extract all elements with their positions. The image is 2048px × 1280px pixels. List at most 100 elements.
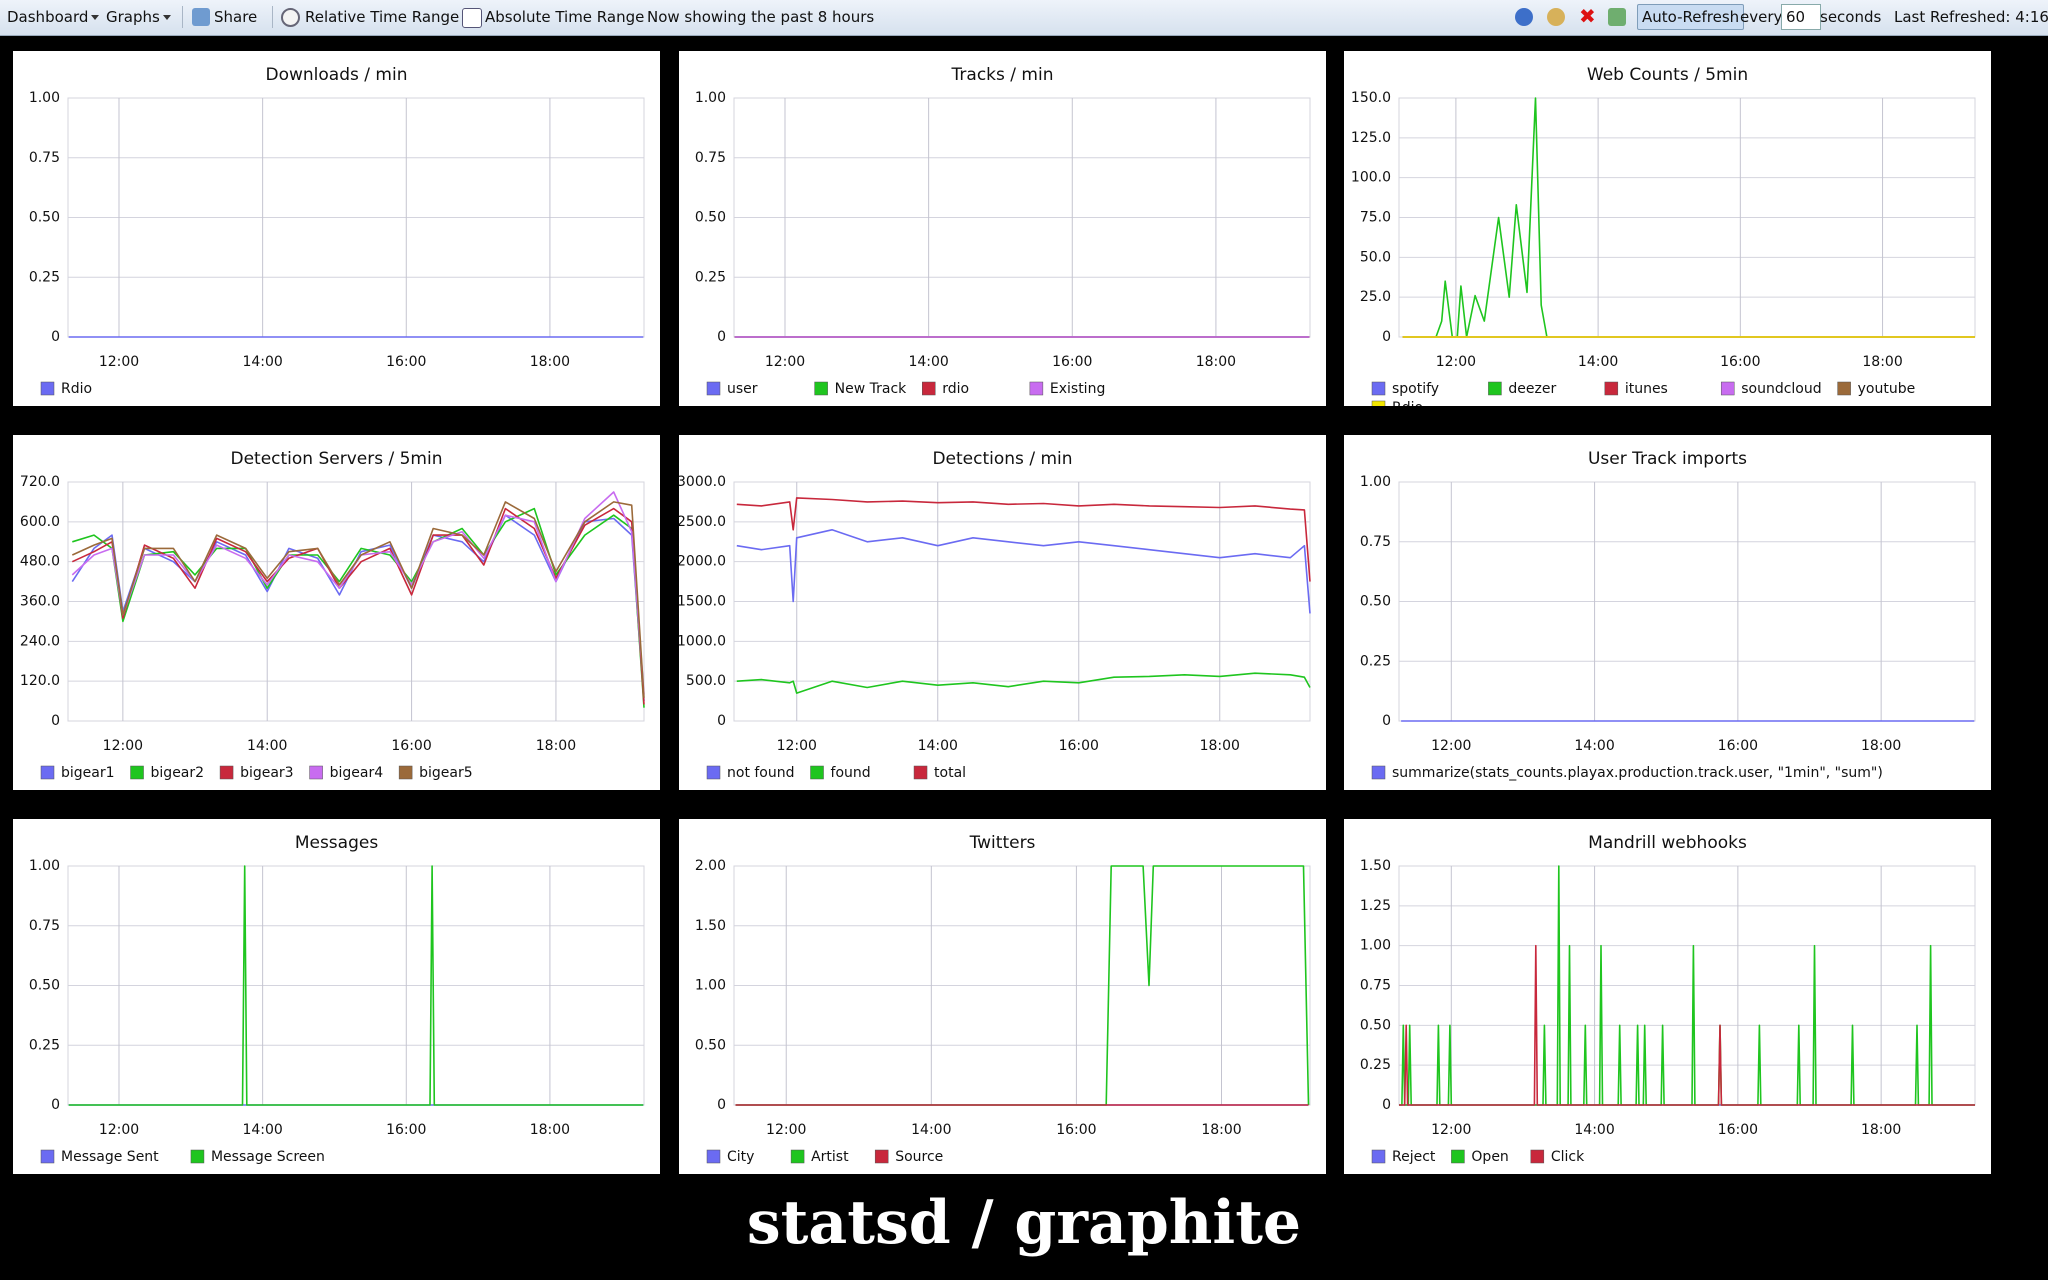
legend-label: soundcloud bbox=[1741, 381, 1821, 397]
legend-swatch bbox=[1604, 381, 1619, 396]
y-tick-label: 0.75 bbox=[1360, 978, 1391, 994]
toolbar: Dashboard Graphs Share Relative Time Ran… bbox=[0, 0, 2048, 36]
x-tick-label: 18:00 bbox=[1201, 1122, 1241, 1138]
legend-swatch bbox=[1371, 381, 1386, 396]
y-tick-label: 125.0 bbox=[1351, 130, 1391, 146]
y-tick-label: 0.50 bbox=[29, 978, 60, 994]
y-tick-label: 25.0 bbox=[1360, 289, 1391, 305]
y-tick-label: 120.0 bbox=[20, 673, 60, 689]
y-tick-label: 480.0 bbox=[20, 554, 60, 570]
legend-swatch bbox=[790, 1149, 805, 1164]
legend-swatch bbox=[130, 765, 144, 780]
legend-swatch bbox=[1837, 381, 1851, 396]
x-tick-label: 14:00 bbox=[242, 354, 282, 370]
y-tick-label: 2.00 bbox=[695, 858, 726, 874]
legend-label: Message Screen bbox=[211, 1149, 325, 1165]
chart-title: Messages bbox=[295, 833, 379, 853]
legend-label: bigear1 bbox=[61, 765, 115, 781]
legend-label: total bbox=[934, 765, 966, 781]
graphs-menu-label: Graphs bbox=[106, 8, 160, 26]
x-tick-label: 14:00 bbox=[247, 738, 287, 754]
x-tick-label: 16:00 bbox=[1718, 1122, 1758, 1138]
auto-refresh-button[interactable]: Auto-Refresh bbox=[1637, 4, 1745, 30]
legend-label: bigear2 bbox=[151, 765, 205, 781]
settings-icon[interactable] bbox=[1547, 8, 1565, 26]
x-tick-label: 14:00 bbox=[1578, 354, 1618, 370]
chart-title: Tracks / min bbox=[951, 65, 1054, 85]
refresh-interval-input[interactable]: 60 bbox=[1781, 4, 1821, 30]
separator bbox=[272, 6, 273, 28]
legend-label: itunes bbox=[1625, 381, 1668, 397]
y-tick-label: 0.25 bbox=[29, 1037, 60, 1053]
y-tick-label: 3000.0 bbox=[679, 474, 726, 490]
legend-label: Message Sent bbox=[61, 1149, 159, 1165]
clock-icon bbox=[281, 8, 300, 27]
remove-icon[interactable]: ✖ bbox=[1579, 4, 1596, 28]
y-tick-label: 1.00 bbox=[1360, 474, 1391, 490]
dashboard-menu[interactable]: Dashboard bbox=[7, 8, 100, 26]
graph-panel: User Track imports 0 0.25 0.50 0.75 1.00 12:00… bbox=[1344, 435, 1991, 790]
y-tick-label: 2000.0 bbox=[679, 554, 726, 570]
x-tick-label: 16:00 bbox=[1720, 354, 1760, 370]
series-line bbox=[71, 501, 645, 698]
legend-swatch bbox=[814, 381, 828, 396]
y-tick-label: 1.00 bbox=[29, 90, 60, 106]
y-tick-label: 0 bbox=[717, 329, 726, 345]
y-tick-label: 1000.0 bbox=[679, 633, 726, 649]
y-tick-label: 0 bbox=[1382, 1097, 1391, 1113]
legend-swatch bbox=[190, 1149, 205, 1164]
x-tick-label: 18:00 bbox=[1861, 738, 1901, 754]
legend-label: Reject bbox=[1392, 1149, 1436, 1165]
y-tick-label: 1500.0 bbox=[679, 594, 726, 610]
legend-label: Artist bbox=[811, 1149, 849, 1165]
y-tick-label: 0.50 bbox=[695, 1037, 726, 1053]
x-tick-label: 18:00 bbox=[1196, 354, 1236, 370]
info-icon[interactable] bbox=[1515, 8, 1533, 26]
share-button[interactable]: Share bbox=[214, 8, 258, 26]
y-tick-label: 0.25 bbox=[1360, 653, 1391, 669]
y-tick-label: 1.00 bbox=[29, 858, 60, 874]
x-tick-label: 12:00 bbox=[1431, 738, 1471, 754]
y-tick-label: 0 bbox=[717, 713, 726, 729]
y-tick-label: 0.25 bbox=[29, 269, 60, 285]
legend-swatch bbox=[40, 381, 55, 396]
legend-swatch bbox=[309, 765, 323, 780]
x-tick-label: 18:00 bbox=[530, 1122, 570, 1138]
graph-panel: Mandrill webhooks 0 0.25 0.50 0.75 1.00 1.25 1.… bbox=[1344, 819, 1991, 1174]
x-tick-label: 12:00 bbox=[765, 354, 805, 370]
every-label: every bbox=[1740, 8, 1783, 26]
y-tick-label: 0.75 bbox=[1360, 534, 1391, 550]
x-tick-label: 12:00 bbox=[1436, 354, 1476, 370]
x-tick-label: 18:00 bbox=[1862, 354, 1902, 370]
absolute-time-range-button[interactable]: Absolute Time Range bbox=[485, 8, 645, 26]
series-line bbox=[71, 491, 645, 695]
legend-swatch bbox=[1451, 1149, 1465, 1164]
graph-panel: Tracks / min 0 0.25 0.50 0.75 1.00 12:00 14:00 1… bbox=[679, 51, 1326, 406]
x-tick-label: 16:00 bbox=[1059, 738, 1099, 754]
series-line bbox=[1399, 944, 1975, 1106]
legend-label: found bbox=[831, 765, 871, 781]
chart-title: Mandrill webhooks bbox=[1588, 833, 1747, 853]
y-tick-label: 0 bbox=[51, 713, 60, 729]
graph-panel: Downloads / min 0 0.25 0.50 0.75 1.00 12:00 14:… bbox=[13, 51, 660, 406]
y-tick-label: 0.75 bbox=[29, 918, 60, 934]
y-tick-label: 1.00 bbox=[695, 90, 726, 106]
x-tick-label: 18:00 bbox=[1861, 1122, 1901, 1138]
legend-swatch bbox=[922, 381, 936, 396]
graphs-menu[interactable]: Graphs bbox=[106, 8, 171, 26]
refresh-icon[interactable] bbox=[1608, 8, 1626, 26]
legend-label: spotify bbox=[1392, 381, 1439, 397]
relative-time-range-button[interactable]: Relative Time Range bbox=[305, 8, 460, 26]
y-tick-label: 50.0 bbox=[1360, 249, 1391, 265]
x-tick-label: 16:00 bbox=[386, 1122, 426, 1138]
legend-swatch bbox=[1029, 381, 1044, 396]
x-tick-label: 12:00 bbox=[99, 1122, 139, 1138]
y-tick-label: 100.0 bbox=[1351, 170, 1391, 186]
legend-label: Rdio bbox=[1392, 400, 1423, 406]
chart-title: User Track imports bbox=[1588, 449, 1747, 469]
y-tick-label: 500.0 bbox=[686, 673, 726, 689]
legend-label: Click bbox=[1551, 1149, 1585, 1165]
chart-title: Detections / min bbox=[932, 449, 1072, 469]
legend-label: Source bbox=[895, 1149, 943, 1165]
